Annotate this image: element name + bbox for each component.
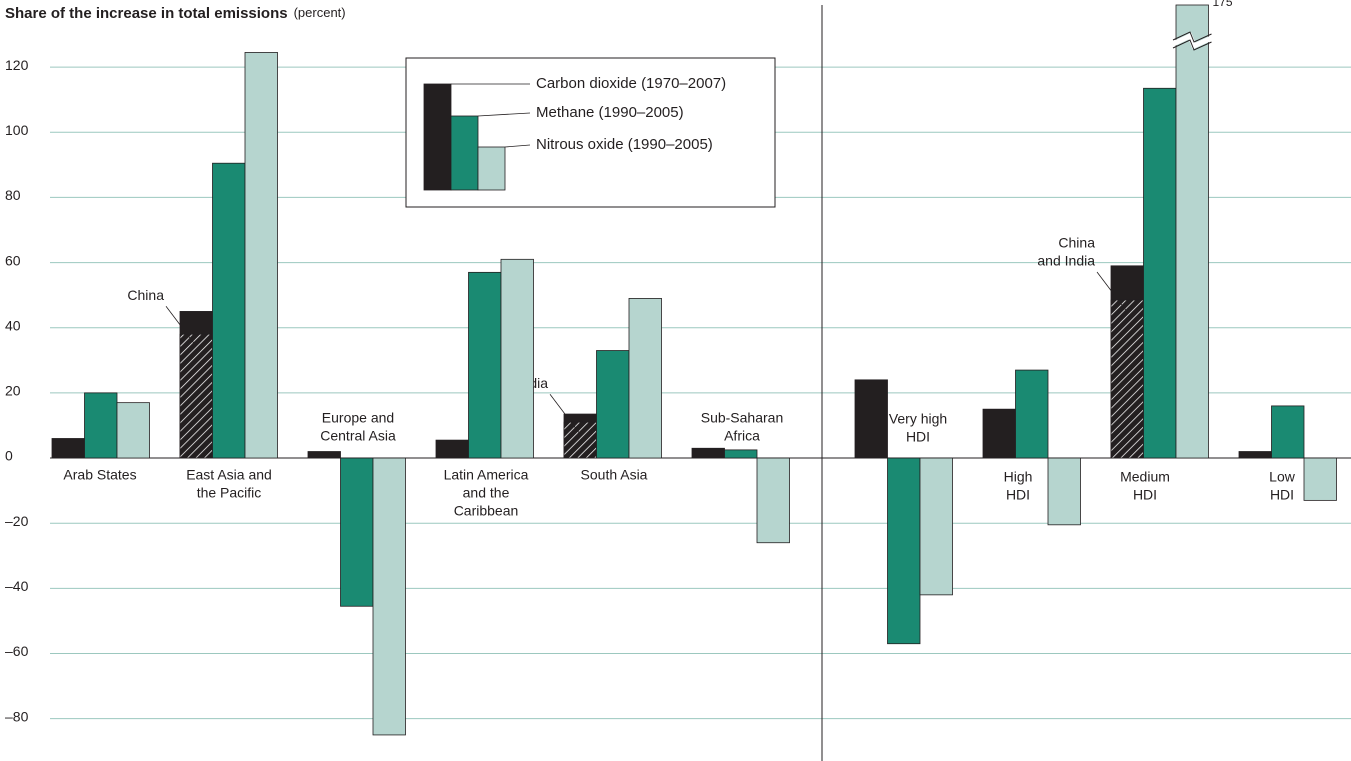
bar <box>372 457 406 736</box>
bar <box>596 350 630 459</box>
legend-label: Nitrous oxide (1990–2005) <box>536 136 713 153</box>
bar <box>84 392 118 459</box>
axis-break <box>1172 31 1212 43</box>
bar <box>116 402 150 459</box>
bar <box>854 379 888 459</box>
bar <box>691 447 725 459</box>
legend-swatch <box>477 146 506 191</box>
highlight-label: China <box>127 287 164 303</box>
y-tick-label: 0 <box>5 448 13 464</box>
highlight-bar <box>563 421 597 459</box>
x-tick-label: Central Asia <box>320 428 396 444</box>
bar <box>1047 457 1081 526</box>
y-tick-label: 60 <box>5 252 21 268</box>
subtitle: (percent) <box>294 5 346 20</box>
legend-leader <box>504 144 531 148</box>
x-tick-label: Latin America <box>444 467 529 483</box>
highlight-label: and India <box>1037 253 1095 269</box>
bar <box>307 451 341 459</box>
x-tick-label: HDI <box>1006 487 1030 503</box>
x-tick-label: Arab States <box>63 467 136 483</box>
bar <box>1143 87 1177 459</box>
bar <box>340 457 374 607</box>
axis-break <box>1171 32 1213 50</box>
bar <box>887 457 921 645</box>
highlight-bar <box>179 333 213 459</box>
bar <box>1238 451 1272 459</box>
bar <box>500 258 534 459</box>
legend-label: Methane (1990–2005) <box>536 104 684 121</box>
leader-line <box>165 305 197 347</box>
leader-line <box>1096 271 1128 313</box>
bar <box>628 298 662 459</box>
bar <box>1015 369 1049 459</box>
legend-swatch <box>450 115 479 191</box>
bar <box>468 271 502 459</box>
bar <box>435 439 469 459</box>
y-tick-label: –60 <box>5 643 29 659</box>
x-tick-label: South Asia <box>581 467 648 483</box>
bar <box>1175 4 1209 459</box>
x-tick-label: Medium <box>1120 469 1170 485</box>
value-label: 175 <box>1213 0 1233 9</box>
x-tick-label: East Asia and <box>186 467 272 483</box>
axis-break <box>1172 39 1212 51</box>
x-tick-label: and the <box>463 485 510 501</box>
bar <box>919 457 953 596</box>
bar <box>244 52 278 459</box>
y-tick-label: –80 <box>5 708 29 724</box>
y-tick-label: –40 <box>5 578 29 594</box>
bar <box>756 457 790 544</box>
y-tick-label: 120 <box>5 57 29 73</box>
y-tick-label: 80 <box>5 187 21 203</box>
y-tick-label: –20 <box>5 513 29 529</box>
x-tick-label: Low <box>1269 469 1296 485</box>
bar <box>212 162 246 459</box>
bar <box>982 408 1016 459</box>
legend-label: Carbon dioxide (1970–2007) <box>536 75 726 92</box>
leader-line <box>549 393 581 435</box>
x-tick-label: Caribbean <box>454 503 519 519</box>
x-tick-label: HDI <box>1133 487 1157 503</box>
bar <box>51 438 85 459</box>
x-tick-label: High <box>1004 469 1033 485</box>
legend: Carbon dioxide (1970–2007) Methane (1990–… <box>405 57 776 208</box>
x-tick-label: HDI <box>906 429 930 445</box>
bar <box>1303 457 1337 501</box>
x-tick-label: Very high <box>889 411 947 427</box>
highlight-label: China <box>1058 235 1095 251</box>
x-tick-label: Sub-Saharan <box>701 410 784 426</box>
y-tick-label: 20 <box>5 383 21 399</box>
x-tick-label: the Pacific <box>197 485 262 501</box>
title: Share of the increase in total emissions <box>5 5 288 22</box>
bar <box>724 449 758 459</box>
bar <box>1271 405 1305 459</box>
x-tick-label: Europe and <box>322 410 394 426</box>
x-tick-label: Africa <box>724 428 760 444</box>
legend-leader <box>477 112 531 117</box>
y-tick-label: 100 <box>5 122 29 138</box>
chart-title: Share of the increase in total emissions… <box>5 5 346 22</box>
x-tick-label: HDI <box>1270 487 1294 503</box>
legend-swatch <box>423 83 452 191</box>
highlight-bar <box>1110 299 1144 459</box>
y-tick-label: 40 <box>5 317 21 333</box>
